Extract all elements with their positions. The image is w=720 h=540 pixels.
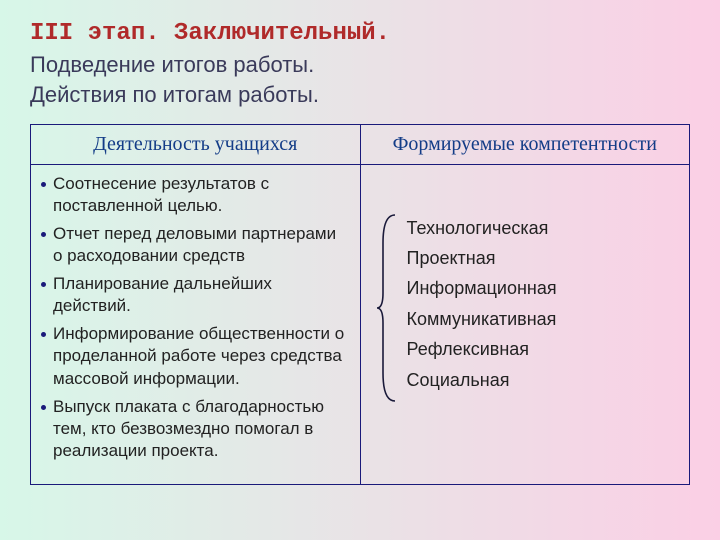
content-table: Деятельность учащихся Формируемые компет… <box>30 124 690 485</box>
table-row: Соотнесение результатов с поставленной ц… <box>31 164 690 484</box>
list-item: Технологическая <box>405 217 557 240</box>
header-right: Формируемые компетентности <box>360 124 690 164</box>
title-line-1: III этап. Заключительный. <box>30 18 690 50</box>
list-item: Рефлексивная <box>405 338 557 361</box>
cell-activities: Соотнесение результатов с поставленной ц… <box>31 164 361 484</box>
cell-competencies: Технологическая Проектная Информационная… <box>360 164 690 484</box>
list-item: Социальная <box>405 369 557 392</box>
competencies-list: Технологическая Проектная Информационная… <box>399 217 557 399</box>
list-item: Планирование дальнейших действий. <box>41 273 350 317</box>
list-item: Коммуникативная <box>405 308 557 331</box>
header-left: Деятельность учащихся <box>31 124 361 164</box>
title-line-2: Подведение итогов работы. <box>30 50 690 80</box>
list-item: Отчет перед деловыми партнерами о расход… <box>41 223 350 267</box>
list-item: Проектная <box>405 247 557 270</box>
list-item: Выпуск плаката с благодарностью тем, кто… <box>41 396 350 462</box>
table-header-row: Деятельность учащихся Формируемые компет… <box>31 124 690 164</box>
title-main: III этап. Заключительный. <box>30 20 390 47</box>
brace-icon <box>375 213 399 403</box>
list-item: Соотнесение результатов с поставленной ц… <box>41 173 350 217</box>
title-block: III этап. Заключительный. Подведение ито… <box>30 18 690 110</box>
title-line-3: Действия по итогам работы. <box>30 80 690 110</box>
slide: III этап. Заключительный. Подведение ито… <box>0 0 720 540</box>
list-item: Информирование общественности о проделан… <box>41 323 350 389</box>
list-item: Информационная <box>405 277 557 300</box>
brace-group: Технологическая Проектная Информационная… <box>371 173 680 403</box>
activities-list: Соотнесение результатов с поставленной ц… <box>41 173 350 462</box>
